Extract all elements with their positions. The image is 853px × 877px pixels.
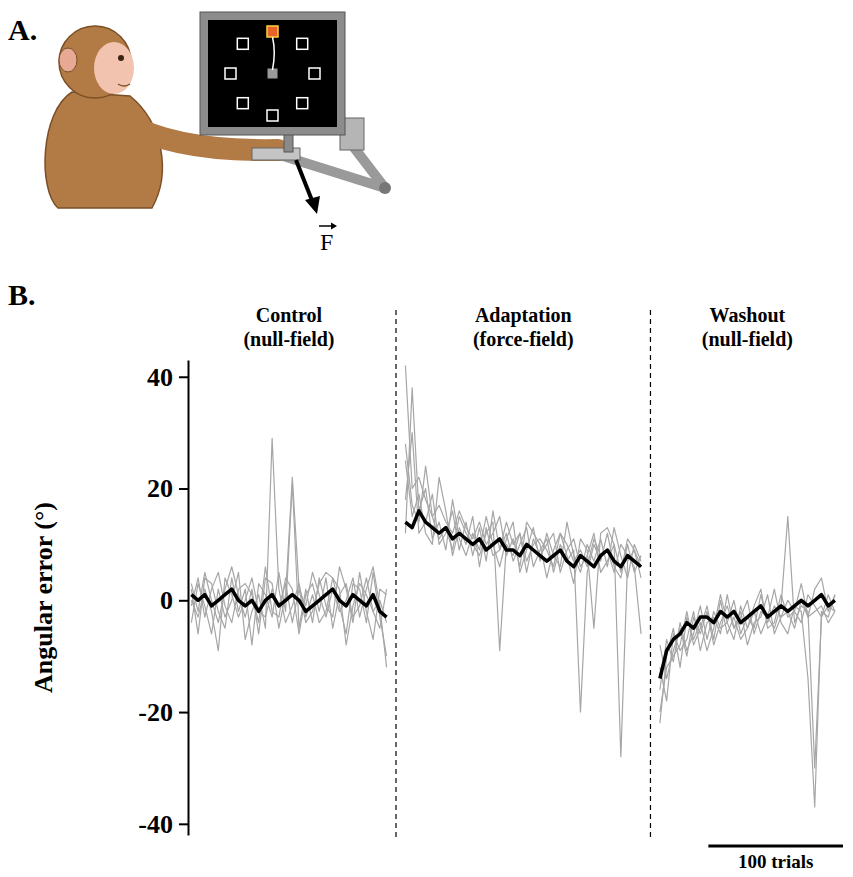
- figure: A.FB.Control(null-field)Adaptation(force…: [0, 0, 853, 877]
- monkey-eye: [118, 55, 124, 61]
- cursor-path: [273, 37, 275, 70]
- dividers: [396, 310, 650, 840]
- force-arrow: [296, 160, 313, 203]
- monkey-body: [45, 92, 162, 208]
- tick: -40: [138, 810, 188, 839]
- panel-label: A.: [8, 13, 37, 46]
- target: [237, 98, 248, 109]
- tick: 20: [147, 474, 188, 503]
- target: [267, 110, 278, 121]
- phase-titles: Control(null-field)Adaptation(force-fiel…: [243, 304, 793, 351]
- mean-line: [191, 511, 835, 679]
- target: [267, 26, 278, 37]
- screen-frame: [200, 12, 345, 135]
- vector-arrow-head: [331, 223, 337, 230]
- scale-bar-label: 100 trials: [738, 851, 813, 872]
- phase-title: Adaptation: [475, 304, 572, 327]
- force-label: F: [320, 229, 333, 255]
- tick-mark: [179, 488, 188, 490]
- trace-line: [191, 461, 835, 757]
- tick: 0: [160, 586, 188, 615]
- target: [297, 98, 308, 109]
- plot-area: [191, 366, 835, 807]
- tick-mark: [179, 712, 188, 714]
- divider: [650, 310, 651, 840]
- target: [225, 68, 236, 79]
- tick-mark: [179, 823, 188, 825]
- trace-line: [191, 444, 835, 768]
- tick: 40: [147, 363, 188, 392]
- trace-line: [191, 388, 835, 807]
- tick-label: 40: [147, 363, 173, 392]
- tick-label: 20: [147, 474, 173, 503]
- monkey-mouth: [118, 84, 130, 86]
- y-axis: -40 -20 0 20 40: [138, 361, 188, 839]
- tick-mark: [179, 600, 188, 602]
- tick: -20: [138, 698, 188, 727]
- screen: [208, 20, 337, 127]
- phase-title: Washout: [710, 304, 786, 326]
- target: [237, 38, 248, 49]
- tick-label: -40: [138, 810, 173, 839]
- joint: [379, 182, 391, 194]
- axis-line: [188, 361, 190, 836]
- tick-label: 0: [160, 586, 173, 615]
- trace-line: [191, 366, 835, 712]
- linkage: [352, 145, 385, 188]
- divider: [395, 310, 396, 840]
- panel-a: A. F: [8, 12, 391, 255]
- monkey-face: [94, 42, 134, 94]
- monkey-ear: [59, 48, 77, 72]
- force-arrow-head: [305, 196, 320, 214]
- target: [297, 38, 308, 49]
- tick-mark: [179, 376, 188, 378]
- scale-bar: [708, 845, 843, 848]
- panel-label: B.: [8, 278, 36, 311]
- target: [309, 68, 320, 79]
- phase-subtitle: (null-field): [702, 328, 793, 351]
- phase-subtitle: (force-field): [473, 328, 574, 351]
- phase-title: Control: [256, 304, 323, 326]
- y-axis-title: Angular error (°): [29, 502, 58, 693]
- phase-subtitle: (null-field): [243, 328, 334, 351]
- background: [0, 0, 853, 877]
- tick-label: -20: [138, 698, 173, 727]
